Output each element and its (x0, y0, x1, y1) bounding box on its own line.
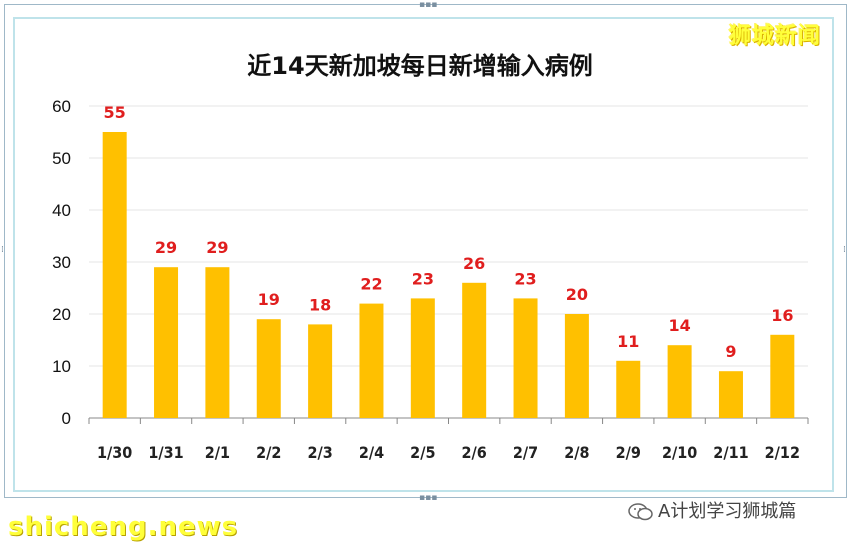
data-label: 14 (668, 316, 690, 335)
x-tick-label: 2/6 (462, 443, 487, 462)
data-label: 16 (771, 306, 793, 325)
data-label: 23 (514, 269, 536, 288)
resize-handle-bottom[interactable]: ▪▪▪ (419, 493, 438, 503)
y-tick-label: 60 (52, 97, 71, 116)
data-label: 26 (463, 254, 485, 273)
bars (102, 132, 795, 418)
watermark-bottom-left: shicheng.news (8, 512, 239, 542)
data-label: 18 (309, 295, 331, 314)
bar (308, 324, 333, 418)
resize-handle-top[interactable]: ▪▪▪ (419, 0, 438, 10)
bar (205, 267, 230, 418)
watermark-top-right: 狮城新闻 (729, 24, 822, 49)
bar (770, 334, 795, 418)
resize-handle-right[interactable]: ⁞ (843, 245, 846, 255)
bar (564, 314, 589, 418)
bar (256, 319, 281, 418)
y-tick-label: 20 (52, 305, 71, 324)
bar (462, 282, 487, 418)
bar (102, 132, 127, 418)
resize-handle-left[interactable]: ⁞ (1, 245, 4, 255)
x-tick-label: 2/2 (256, 443, 281, 462)
wechat-icon (628, 503, 653, 521)
x-tick-label: 2/3 (307, 443, 332, 462)
y-axis: 0 10 20 30 40 50 60 (52, 97, 71, 428)
bar (410, 298, 435, 418)
bar (154, 267, 179, 418)
wechat-account-name: A计划学习狮城篇 (658, 501, 797, 522)
bar (718, 371, 743, 418)
data-label: 9 (725, 342, 736, 361)
bar (359, 303, 384, 418)
data-labels: 55 29 29 19 18 22 23 26 23 20 11 14 9 16 (104, 103, 794, 361)
x-tick-label: 2/11 (713, 443, 748, 462)
x-tick-label: 2/5 (410, 443, 435, 462)
data-label: 55 (104, 103, 126, 122)
gridlines (89, 105, 808, 419)
x-tick-label: 2/8 (564, 443, 589, 462)
bar (667, 345, 692, 418)
y-tick-label: 0 (62, 409, 71, 428)
bar-chart: 近14天新加坡每日新增输入病例 0 10 20 30 40 50 60 55 29 29 19 18… (52, 52, 809, 462)
data-label: 22 (360, 275, 382, 294)
x-tick-label: 2/9 (616, 443, 641, 462)
wechat-account-badge: A计划学习狮城篇 (628, 497, 796, 523)
data-label: 29 (206, 238, 228, 257)
y-tick-label: 40 (52, 201, 71, 220)
data-label: 29 (155, 238, 177, 257)
data-label: 11 (617, 332, 639, 351)
y-tick-label: 50 (52, 149, 71, 168)
x-tick-label: 2/4 (359, 443, 384, 462)
data-label: 19 (258, 290, 280, 309)
data-label: 20 (566, 285, 588, 304)
x-tick-label: 2/12 (765, 443, 800, 462)
y-tick-label: 30 (52, 253, 71, 272)
x-axis: 1/30 1/31 2/1 2/2 2/3 2/4 2/5 2/6 2/7 2/8 2/9 2/10 2… (88, 418, 809, 462)
x-tick-label: 1/31 (148, 443, 183, 462)
chart-title: 近14天新加坡每日新增输入病例 (247, 52, 592, 80)
x-tick-label: 2/10 (662, 443, 697, 462)
x-tick-label: 1/30 (97, 443, 132, 462)
x-tick-label: 2/1 (205, 443, 230, 462)
y-tick-label: 10 (52, 357, 71, 376)
bar (513, 298, 538, 418)
bar (616, 360, 641, 418)
x-tick-label: 2/7 (513, 443, 538, 462)
data-label: 23 (412, 269, 434, 288)
